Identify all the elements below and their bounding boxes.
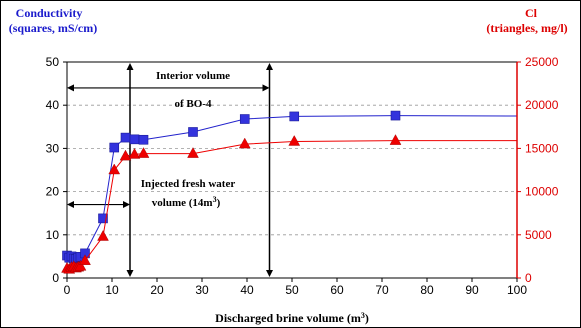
chloride-point <box>187 147 199 158</box>
conductivity-point <box>109 142 120 153</box>
interior-volume-label-line1: Interior volume <box>156 70 230 82</box>
vertical-arrowhead-top <box>126 63 134 70</box>
vertical-arrowhead-top <box>266 63 273 70</box>
chloride-point <box>97 230 109 241</box>
injected-water-label-line2: volume (14m3) <box>152 195 221 209</box>
conductivity-point <box>289 111 300 122</box>
vertical-arrowhead-bottom <box>126 270 134 277</box>
axes: 0 10 20 30 40 50 0 5000 10000 15000 20000 25000 0 10 2… <box>46 55 559 297</box>
injected-water-arrow-head-right <box>123 201 130 209</box>
x-axis-title: Discharged brine volume (m3) <box>215 311 369 325</box>
x-tick-label: 0 <box>64 283 71 297</box>
annotations <box>67 63 273 277</box>
chloride-point <box>74 259 87 271</box>
conductivity-point <box>188 127 198 137</box>
x-tick-label: 20 <box>150 283 164 297</box>
gridlines <box>67 104 517 236</box>
interior-volume-arrow-head-right <box>262 84 270 92</box>
interior-volume-arrow-head-left <box>67 84 74 92</box>
y-right-tick-label: 5000 <box>525 228 552 242</box>
x-tick-label: 50 <box>285 283 299 297</box>
x-tick-label: 10 <box>105 283 119 297</box>
series <box>61 110 518 274</box>
injected-water-arrow-head-left <box>67 201 74 209</box>
left-axis-title-line1: Conductivity <box>16 6 83 20</box>
y-left-tick-label: 10 <box>46 228 60 242</box>
y-left-tick-label: 0 <box>52 271 59 285</box>
y-right-tick-label: 0 <box>525 271 532 285</box>
y-right-tick-label: 25000 <box>525 55 559 69</box>
conductivity-point <box>120 132 131 143</box>
chloride-point <box>79 254 91 265</box>
x-tick-label: 60 <box>330 283 344 297</box>
x-tick-label: 70 <box>375 283 389 297</box>
vertical-arrowhead-bottom <box>266 270 273 277</box>
interior-volume-label-line2: of BO-4 <box>175 98 212 110</box>
x-tick-label: 40 <box>240 283 254 297</box>
chloride-point <box>389 134 402 145</box>
right-axis-title-line2: (triangles, mg/l) <box>486 21 567 35</box>
x-axis-title-text: Discharged brine volume (m <box>215 311 361 325</box>
y-left-tick-label: 20 <box>46 185 60 199</box>
chloride-point <box>137 147 150 158</box>
chloride-point <box>238 137 251 149</box>
conductivity-point <box>239 114 250 124</box>
y-right-tick-label: 10000 <box>525 185 559 199</box>
x-tick-label: 80 <box>420 283 434 297</box>
chloride-point <box>128 148 141 159</box>
x-axis-title-end: ) <box>365 311 369 325</box>
chloride-point <box>108 163 121 175</box>
x-tick-label: 100 <box>507 283 527 297</box>
injected-water-label-line1: Injected fresh water <box>141 178 236 190</box>
right-axis-title-line1: Cl <box>525 6 538 20</box>
chloride-point <box>288 135 301 146</box>
conductivity-point <box>129 134 140 145</box>
chloride-point <box>119 149 132 161</box>
conductivity-point <box>138 134 149 145</box>
y-right-tick-label: 15000 <box>525 141 559 155</box>
injected-water-label-end: ) <box>217 197 221 209</box>
injected-water-label-sup: 3 <box>213 195 217 204</box>
conductivity-point <box>98 213 108 224</box>
x-axis-title-sup: 3 <box>361 311 365 320</box>
conductivity-point <box>390 110 401 121</box>
x-tick-label: 90 <box>465 283 479 297</box>
y-left-tick-label: 30 <box>46 141 60 155</box>
y-left-tick-label: 40 <box>46 98 60 112</box>
y-right-tick-label: 20000 <box>525 98 559 112</box>
y-left-tick-label: 50 <box>46 55 60 69</box>
left-axis-title-line2: (squares, mS/cm) <box>9 21 97 35</box>
injected-water-label-text: volume (14m <box>152 197 213 209</box>
x-tick-label: 30 <box>195 283 209 297</box>
